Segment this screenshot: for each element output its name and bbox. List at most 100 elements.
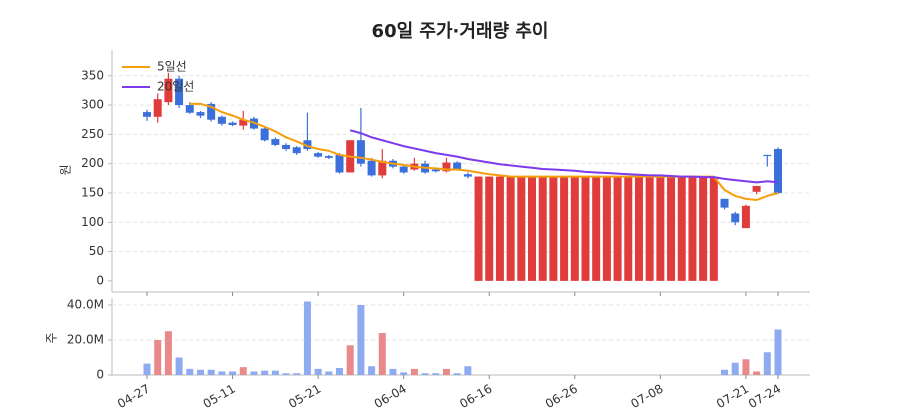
candle-body: [506, 176, 515, 281]
volume-bar: [464, 366, 472, 375]
volume-bar: [410, 368, 418, 375]
volume-bar: [250, 371, 258, 375]
x-tick-label: 07-21: [714, 382, 751, 412]
volume-bar: [175, 357, 183, 375]
volume-bar: [378, 333, 386, 375]
volume-bar: [239, 367, 247, 375]
x-tick-label: 06-16: [457, 382, 494, 412]
candle-body: [143, 112, 151, 117]
candle-body: [442, 162, 451, 172]
candle-body: [175, 78, 184, 106]
y-tick-label: 300: [81, 98, 104, 112]
candle-body: [196, 112, 205, 116]
candle-body: [699, 176, 708, 281]
x-tick-label: 05-11: [201, 382, 238, 412]
candle-body: [570, 176, 579, 281]
candle-body: [185, 105, 194, 113]
volume-bar: [442, 368, 450, 375]
y-tick-label: 150: [81, 185, 104, 199]
candle-body: [656, 176, 665, 281]
y-tick-label: 100: [81, 215, 104, 229]
candle-body: [731, 213, 740, 223]
candle-body: [688, 176, 697, 281]
y-axis-label: 원: [59, 164, 73, 175]
legend-label: 20일선: [157, 80, 194, 94]
candle-body: [634, 176, 643, 281]
candle-body: [314, 153, 323, 157]
candle-body: [549, 176, 558, 281]
candle-body: [367, 160, 376, 176]
candle-body: [495, 176, 504, 281]
candle-body: [560, 176, 569, 281]
candle-body: [239, 119, 248, 126]
volume-bar: [164, 331, 172, 375]
x-tick-label: 05-21: [286, 382, 323, 412]
volume-bar: [346, 345, 354, 375]
volume-bar: [325, 371, 333, 375]
candle-body: [581, 176, 590, 281]
ma-line: [349, 129, 779, 184]
volume-bar: [271, 370, 279, 375]
volume-bar: [389, 368, 397, 375]
y-tick-label: 0: [96, 273, 104, 287]
volume-bar: [229, 371, 237, 375]
candle-body: [645, 176, 654, 281]
candle-body: [720, 198, 729, 208]
volume-bar: [186, 368, 194, 375]
candle-body: [431, 169, 440, 172]
candle-body: [485, 176, 494, 281]
y-tick-label: 0: [96, 368, 104, 382]
candle-body: [153, 99, 162, 117]
candle-body: [292, 147, 301, 154]
candle-body: [335, 154, 344, 173]
legend-label: 5일선: [157, 60, 187, 74]
y-tick-label: 40.0M: [67, 298, 104, 312]
volume-bar: [261, 370, 269, 375]
volume-bar: [421, 373, 429, 375]
volume-bar: [357, 305, 365, 375]
x-tick-label: 06-26: [543, 382, 580, 412]
y-tick-label: 200: [81, 156, 104, 170]
volume-bar: [763, 352, 771, 375]
candle-body: [271, 139, 280, 145]
volume-bar: [368, 366, 376, 375]
chart-title: 60일 주가·거래량 추이: [372, 21, 549, 42]
x-tick-label: 07-08: [628, 382, 665, 412]
x-tick-label: 07-24: [746, 382, 783, 412]
volume-bar: [154, 340, 162, 375]
y-tick-label: 250: [81, 127, 104, 141]
y-tick-label: 350: [81, 68, 104, 82]
candle-body: [774, 149, 782, 193]
volume-bar: [207, 369, 215, 375]
candle-body: [624, 176, 633, 281]
candle-body: [228, 122, 237, 126]
candle-body: [474, 176, 483, 281]
volume-bar: [336, 368, 344, 375]
x-tick-label: 04-27: [115, 382, 152, 412]
candle-body: [763, 154, 772, 157]
x-tick-label: 06-04: [372, 382, 409, 412]
candle-body: [378, 160, 387, 176]
candle-body: [517, 176, 526, 281]
candle-body: [709, 176, 718, 281]
candle-body: [207, 103, 216, 120]
candle-body: [399, 166, 408, 173]
candle-body: [217, 116, 226, 124]
candle-body: [752, 185, 761, 192]
volume-bar: [774, 329, 782, 375]
candle-body: [528, 176, 537, 281]
volume-bar: [432, 373, 440, 375]
volume-bar: [453, 373, 461, 375]
volume-bar: [742, 359, 750, 375]
candle-body: [741, 205, 750, 229]
volume-bar: [731, 362, 739, 375]
candle-body: [613, 176, 622, 281]
candle-body: [282, 144, 291, 150]
volume-bar: [143, 363, 151, 375]
volume-bar: [400, 372, 408, 375]
candle-body: [463, 174, 472, 177]
volume-bar: [293, 373, 301, 375]
volume-bar: [196, 369, 204, 375]
candle-body: [260, 128, 269, 141]
volume-bar: [753, 371, 761, 375]
